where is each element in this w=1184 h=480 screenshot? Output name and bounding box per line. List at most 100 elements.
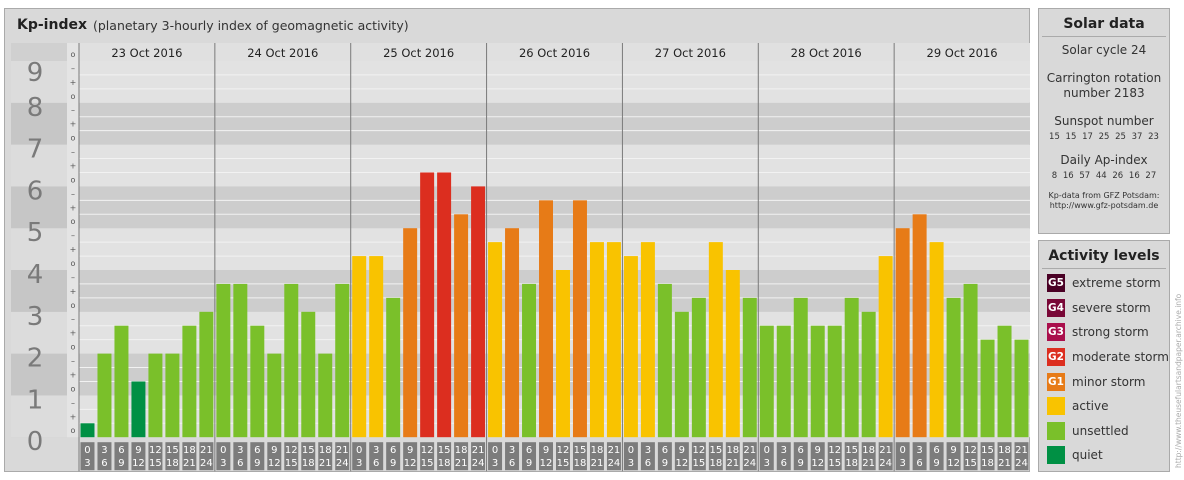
interval-label-box: [793, 442, 808, 471]
interval-label-box: [895, 442, 910, 471]
kp-bar: [572, 200, 587, 438]
kp-bar: [861, 311, 876, 438]
interval-start-label: 9: [679, 445, 685, 456]
interval-label-box: [810, 442, 825, 471]
interval-label-box: [572, 442, 587, 471]
interval-label-box: [997, 442, 1012, 471]
data-credit-link[interactable]: http://www.gfz-potsdam.de: [1049, 201, 1159, 210]
interval-label-box: [946, 442, 961, 471]
interval-end-label: 24: [608, 458, 621, 469]
legend-item-active: active: [1039, 394, 1169, 419]
minor-mark-plus: +: [70, 412, 77, 421]
interval-label-box: [131, 442, 146, 471]
minor-mark-minus: –: [71, 231, 75, 240]
interval-end-label: 21: [183, 458, 196, 469]
interval-start-label: 3: [373, 445, 379, 456]
interval-end-label: 24: [200, 458, 213, 469]
kp-bar: [437, 172, 452, 438]
kp-bar: [233, 283, 248, 438]
kp-bar: [182, 325, 197, 438]
interval-start-label: 9: [543, 445, 549, 456]
legend-swatch: [1047, 446, 1065, 465]
legend-label: quiet: [1072, 448, 1103, 463]
interval-start-label: 6: [798, 445, 804, 456]
interval-start-label: 9: [815, 445, 821, 456]
sunspot-values: 15 15 17 25 25 37 23: [1049, 132, 1159, 142]
legend-swatch: G4: [1047, 298, 1065, 317]
interval-label-box: [420, 442, 435, 471]
interval-end-label: 12: [811, 458, 824, 469]
legend-swatch: G5: [1047, 274, 1065, 293]
interval-label-box: [759, 442, 774, 471]
interval-label-box: [556, 442, 570, 471]
kp-bar: [522, 283, 537, 438]
kp-bar: [318, 353, 333, 438]
interval-start-label: 15: [845, 445, 858, 456]
carrington-line1: Carrington rotation: [1046, 71, 1162, 85]
kp-bar: [165, 353, 180, 438]
interval-end-label: 3: [628, 458, 634, 469]
interval-end-label: 9: [118, 458, 124, 469]
interval-start-label: 9: [407, 445, 413, 456]
y-tick-label: 8: [27, 93, 44, 123]
y-axis-band: [11, 102, 67, 145]
kp-bar: [827, 325, 842, 438]
interval-end-label: 18: [574, 458, 587, 469]
kp-bar: [674, 311, 689, 438]
interval-start-label: 21: [879, 445, 892, 456]
interval-label-box: [318, 442, 333, 471]
minor-mark-minus: –: [71, 398, 75, 407]
carrington-line2: number 2183: [1063, 86, 1145, 100]
interval-label-box: [182, 442, 197, 471]
kp-bar: [606, 242, 621, 438]
legend-label: minor storm: [1072, 374, 1146, 389]
interval-end-label: 21: [726, 458, 739, 469]
day-label: 24 Oct 2016: [247, 46, 318, 60]
kp-bar: [878, 256, 893, 438]
solar-data-panel: Solar data Solar cycle 24 Carrington rot…: [1038, 8, 1170, 234]
y-tick-label: 2: [27, 344, 44, 374]
interval-start-label: 15: [302, 445, 315, 456]
minor-mark-o: o: [71, 134, 76, 143]
interval-end-label: 21: [998, 458, 1011, 469]
kp-bar: [640, 242, 655, 438]
interval-end-label: 24: [336, 458, 349, 469]
kp-band: [79, 144, 1030, 187]
kp-bar: [539, 200, 553, 438]
interval-start-label: 12: [964, 445, 977, 456]
interval-start-label: 21: [743, 445, 756, 456]
interval-end-label: 6: [373, 458, 379, 469]
kp-bar: [793, 297, 808, 438]
kp-bar: [912, 214, 927, 438]
interval-start-label: 6: [526, 445, 532, 456]
interval-end-label: 3: [356, 458, 362, 469]
interval-label-box: [861, 442, 876, 471]
interval-end-label: 6: [645, 458, 651, 469]
solar-divider: [1042, 36, 1166, 37]
data-credit-line1: Kp-data from GFZ Potsdam:: [1048, 191, 1160, 200]
interval-start-label: 0: [220, 445, 226, 456]
interval-label-box: [454, 442, 469, 471]
interval-label-box: [471, 442, 486, 471]
kp-bar: [199, 311, 214, 438]
minor-mark-plus: +: [70, 203, 77, 212]
interval-start-label: 3: [781, 445, 787, 456]
interval-label-box: [963, 442, 978, 471]
y-tick-label: 9: [27, 58, 44, 88]
kp-band: [79, 228, 1030, 270]
minor-mark-minus: –: [71, 357, 75, 366]
interval-start-label: 15: [438, 445, 451, 456]
interval-label-box: [250, 442, 265, 471]
minor-mark-o: o: [71, 426, 76, 435]
kp-bar: [1014, 339, 1029, 438]
interval-label-box: [233, 442, 248, 471]
sunspot-title: Sunspot number: [1054, 114, 1154, 128]
legend-label: active: [1072, 399, 1109, 414]
activity-levels-title: Activity levels: [1048, 248, 1160, 264]
kp-bar: [691, 297, 706, 438]
minor-mark-plus: +: [70, 287, 77, 296]
interval-label-box: [878, 442, 893, 471]
interval-end-label: 3: [84, 458, 90, 469]
interval-end-label: 21: [591, 458, 604, 469]
interval-end-label: 3: [220, 458, 226, 469]
